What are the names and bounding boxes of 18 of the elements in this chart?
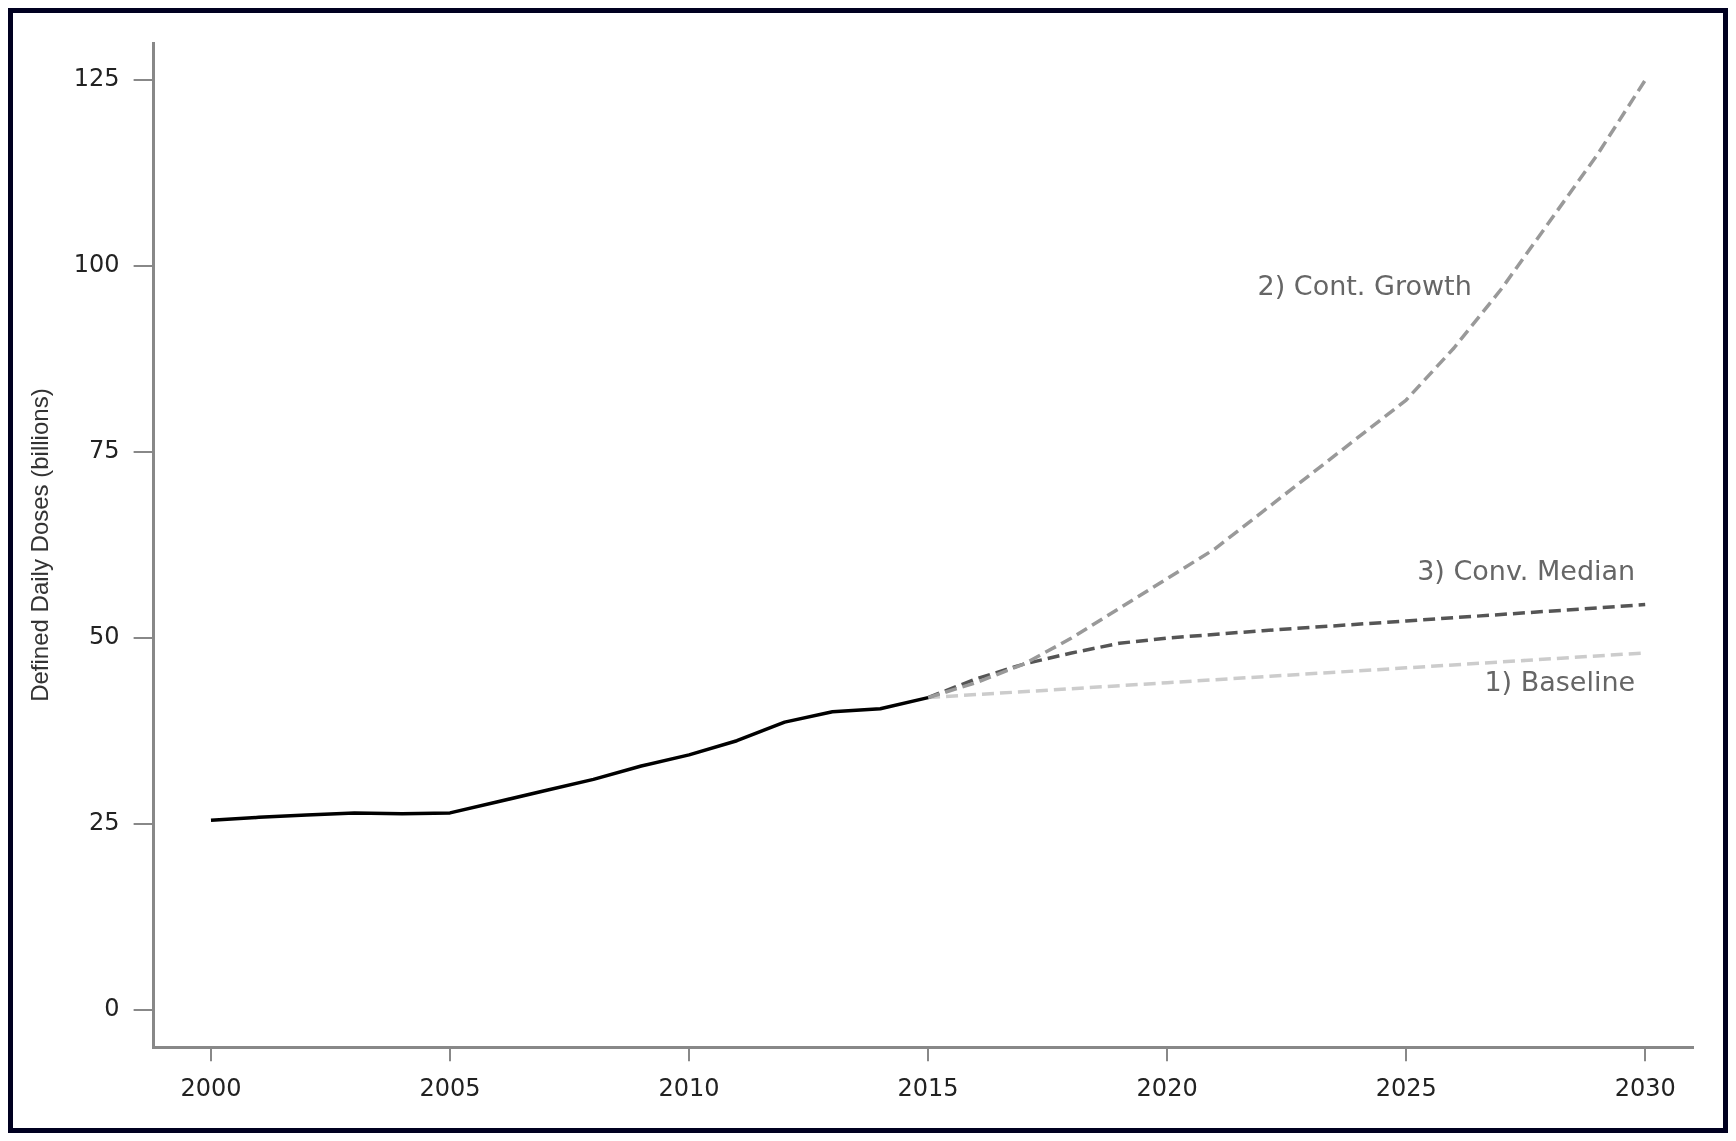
y-tick-label: 0 — [104, 994, 120, 1023]
series-label: 2) Cont. Growth — [1257, 270, 1472, 302]
series-label: 1) Baseline — [1484, 666, 1636, 698]
series-label: 3) Conv. Median — [1417, 555, 1636, 587]
y-tick-label: 100 — [73, 250, 120, 279]
y-tick-label: 25 — [89, 808, 120, 837]
y-tick-label: 50 — [89, 622, 120, 651]
line-series — [926, 78, 1647, 700]
x-tick-label: 2010 — [658, 1073, 720, 1102]
y-axis-title: Defined Daily Doses (billions) — [26, 388, 54, 702]
y-tick-label: 125 — [73, 64, 120, 93]
x-tick-label: 2030 — [1614, 1073, 1676, 1102]
x-tick-label: 2020 — [1136, 1073, 1198, 1102]
x-tick-label: 2015 — [897, 1073, 959, 1102]
x-tick-label: 2000 — [180, 1073, 242, 1102]
x-tick-label: 2025 — [1375, 1073, 1437, 1102]
y-tick-label: 75 — [89, 436, 120, 465]
x-tick-label: 2005 — [419, 1073, 481, 1102]
